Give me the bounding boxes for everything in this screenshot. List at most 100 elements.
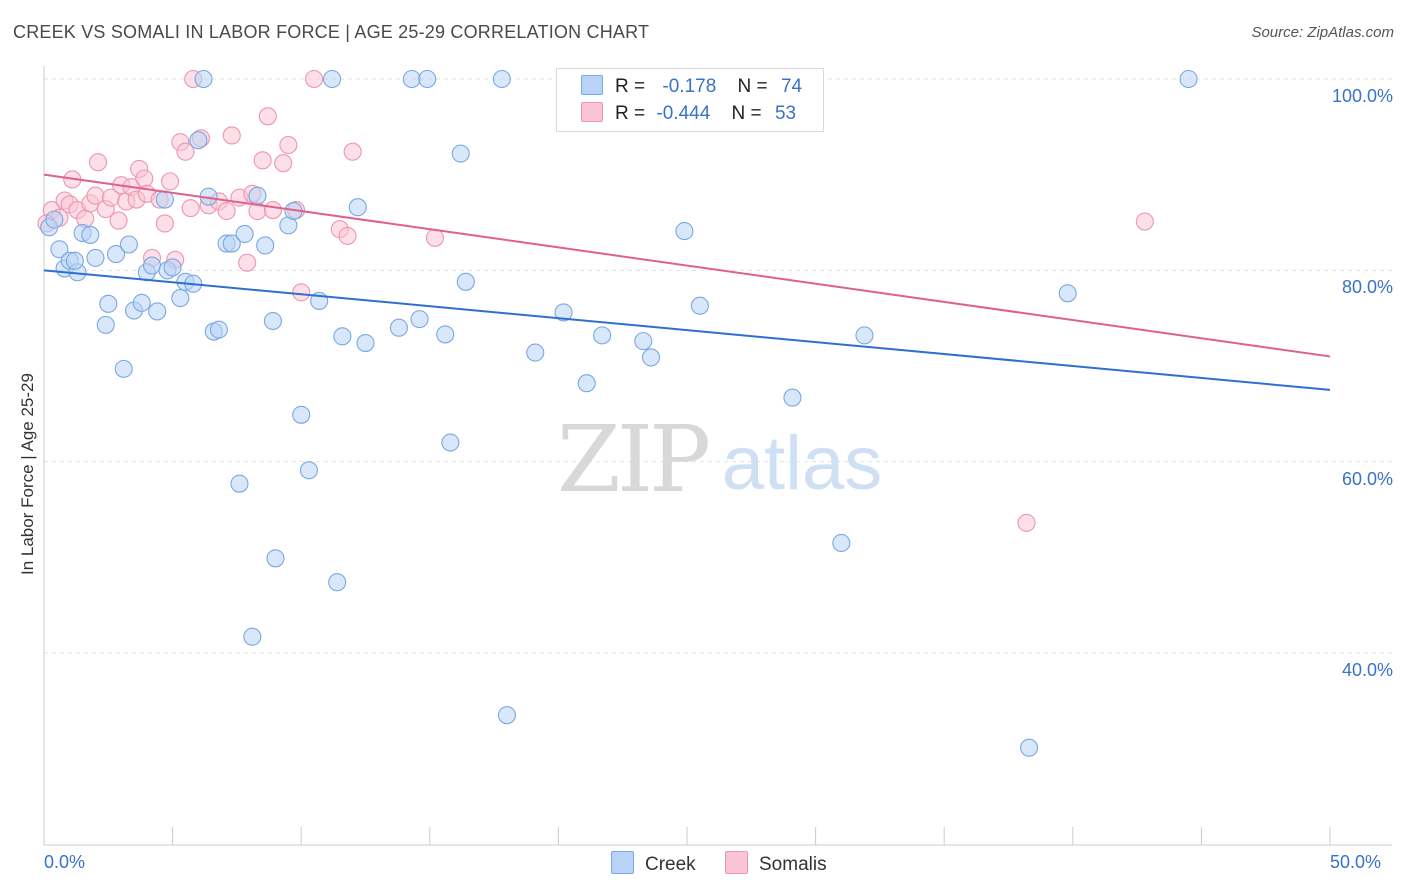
axes — [43, 66, 1392, 846]
somalis-point — [253, 151, 272, 170]
creek-series — [40, 69, 1198, 757]
creek-point — [418, 69, 437, 89]
watermark-atlas: atlas — [722, 421, 883, 506]
stats-legend: R = -0.178 N = 74 R = -0.444 N = 53 — [556, 68, 824, 132]
legend-row-creek: R = -0.178 N = 74 — [581, 75, 802, 101]
somali-swatch — [581, 102, 603, 122]
somalis-point — [88, 153, 108, 172]
somalis-point — [238, 253, 257, 272]
somalis-point — [425, 228, 444, 247]
creek-point — [441, 433, 460, 452]
creek-point — [634, 332, 653, 351]
creek-point — [235, 224, 254, 244]
somalis-point — [338, 226, 357, 245]
creek-point — [1179, 69, 1198, 89]
legend-n-label: N = — [737, 76, 768, 97]
creek-point — [119, 235, 138, 254]
trend-lines — [43, 173, 1331, 391]
bottom-legend-creek: Creek — [611, 851, 696, 876]
somalis-point — [1135, 212, 1154, 231]
creek-point — [855, 326, 874, 345]
creek-point — [99, 294, 118, 313]
somalis-point — [1017, 513, 1036, 532]
creek-point — [243, 627, 262, 646]
creek-point — [65, 251, 84, 270]
y-tick-label: 60.0% — [1341, 468, 1393, 489]
creek-point — [163, 258, 182, 277]
creek-point — [96, 315, 115, 334]
somalis-point — [292, 283, 311, 302]
somalis-trend-line — [43, 173, 1331, 358]
creek-point — [230, 474, 249, 493]
legend-r-label: R = — [615, 76, 646, 97]
creek-point — [641, 348, 661, 367]
creek-point — [142, 256, 162, 275]
creek-point — [266, 549, 285, 568]
creek-point — [593, 326, 612, 345]
creek-trend-line — [43, 269, 1331, 391]
x-tick-label-min: 0.0% — [44, 852, 86, 872]
somalis-point — [155, 214, 174, 233]
creek-point — [171, 289, 190, 308]
creek-point — [299, 461, 318, 480]
creek-point — [675, 222, 694, 241]
creek-point — [402, 69, 421, 89]
creek-point — [86, 248, 105, 267]
source-label: Source: ZipAtlas.com — [1251, 24, 1394, 41]
legend-r-label: R = — [615, 103, 646, 124]
legend-n-value: 74 — [780, 76, 803, 97]
creek-point — [222, 234, 241, 253]
creek-point — [1020, 738, 1039, 757]
bottom-legend-somalis: Somalis — [725, 851, 827, 876]
creek-point — [451, 144, 470, 163]
legend-creek-label: Creek — [645, 854, 696, 875]
creek-point — [492, 69, 511, 89]
legend-r-value: -0.178 — [662, 76, 717, 97]
watermark: ZIP atlas — [557, 406, 882, 513]
creek-point — [209, 320, 228, 339]
creek-point — [832, 533, 851, 553]
somali-swatch — [725, 851, 748, 874]
creek-point — [690, 296, 709, 315]
creek-point — [45, 210, 64, 229]
creek-point — [783, 388, 802, 407]
creek-point — [81, 225, 100, 244]
creek-point — [577, 374, 596, 393]
legend-n-label: N = — [731, 103, 762, 124]
somalis-point — [160, 172, 180, 191]
creek-point — [114, 359, 133, 378]
legend-r-value: -0.444 — [656, 103, 711, 124]
y-tick-label: 100.0% — [1331, 86, 1393, 106]
creek-point — [497, 706, 517, 725]
creek-point — [328, 573, 347, 592]
somalis-point — [274, 154, 293, 173]
creek-swatch — [611, 851, 634, 874]
somalis-point — [181, 199, 200, 218]
creek-point — [333, 327, 352, 346]
creek-point — [263, 311, 282, 331]
somalis-point — [217, 201, 236, 221]
somalis-point — [263, 201, 282, 220]
chart-title: CREEK VS SOMALI IN LABOR FORCE | AGE 25-… — [13, 22, 650, 42]
creek-point — [456, 272, 475, 291]
creek-point — [410, 310, 429, 329]
somalis-point — [305, 69, 324, 89]
creek-point — [248, 186, 267, 205]
creek-point — [389, 318, 408, 337]
creek-point — [256, 236, 275, 255]
somalis-point — [176, 142, 195, 161]
legend-row-somalis: R = -0.444 N = 53 — [581, 102, 796, 128]
somalis-point — [258, 107, 277, 126]
creek-swatch — [581, 75, 603, 95]
creek-point — [356, 333, 375, 353]
y-tick-label: 80.0% — [1341, 277, 1393, 298]
y-tick-label: 40.0% — [1341, 660, 1393, 680]
legend-n-value: 53 — [774, 103, 797, 124]
creek-point — [189, 131, 208, 150]
creek-point — [132, 293, 151, 312]
creek-point — [148, 302, 167, 321]
y-axis-title: In Labor Force | Age 25-29 — [18, 373, 37, 575]
creek-point — [106, 245, 126, 264]
x-tick-label-max: 50.0% — [1330, 852, 1382, 872]
